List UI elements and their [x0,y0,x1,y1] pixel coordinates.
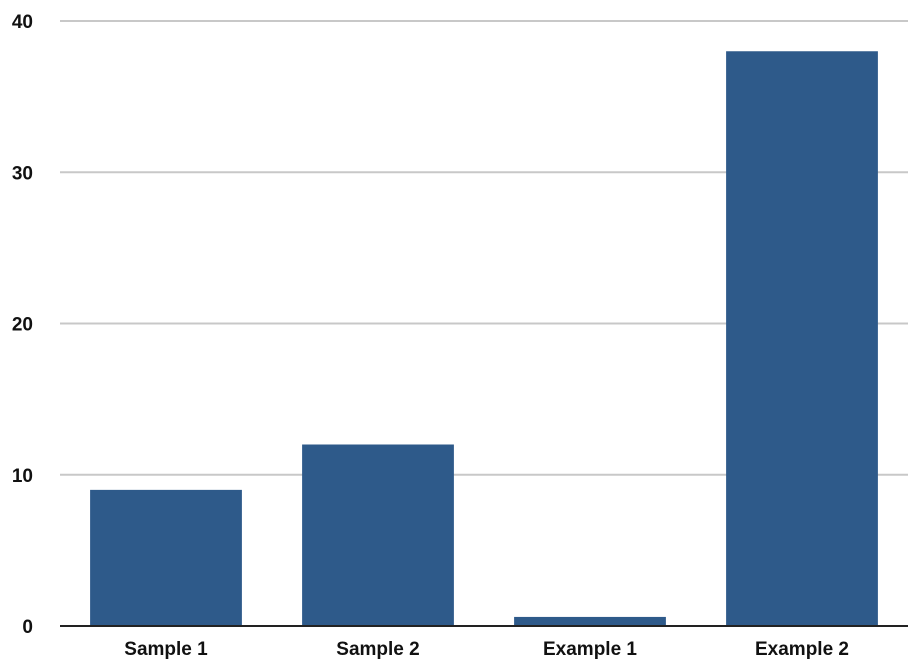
y-tick-label: 30 [12,163,33,184]
bar [302,444,454,626]
x-category-label: Sample 2 [336,639,419,660]
y-tick-labels: 0 10 20 30 40 [12,12,33,638]
y-tick-label: 20 [12,315,33,336]
x-category-label: Example 1 [543,639,637,660]
y-tick-label: 0 [22,617,33,638]
y-tick-label: 40 [12,12,33,33]
x-category-label: Sample 1 [124,639,208,660]
bar [514,616,666,626]
x-category-label: Example 2 [755,639,849,660]
y-tick-label: 10 [12,466,33,487]
bar [726,51,878,626]
bar [90,489,242,626]
x-category-labels: Sample 1 Sample 2 Example 1 Example 2 [124,639,849,660]
bars [90,51,878,626]
